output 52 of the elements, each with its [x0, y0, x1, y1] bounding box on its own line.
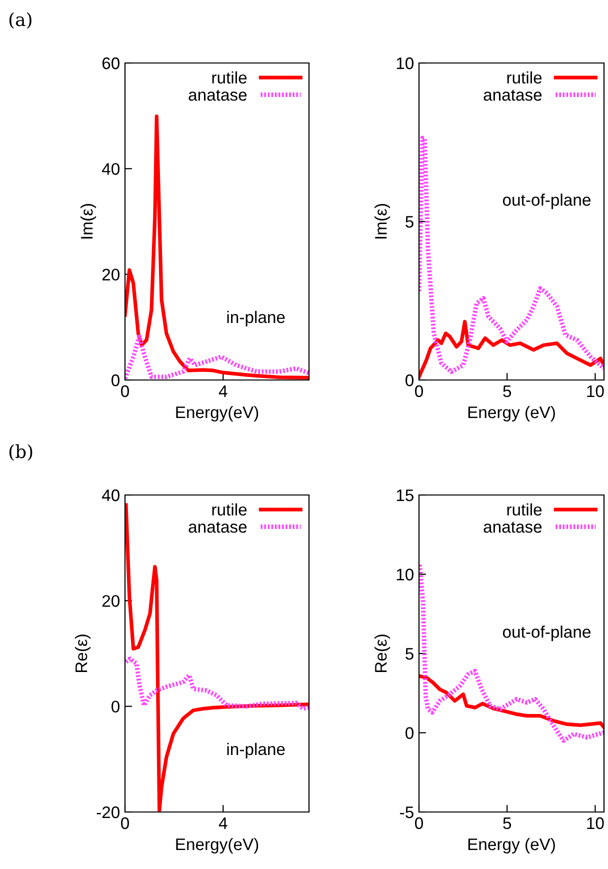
x-tick-label: 10	[587, 817, 604, 830]
y-tick-label: 40	[102, 163, 120, 175]
y-axis-title: Im(ε)	[374, 204, 390, 238]
line-series	[125, 656, 309, 711]
y-tick-label: -20	[96, 806, 120, 818]
line-series	[419, 562, 604, 743]
y-tick-label: 0	[406, 374, 414, 386]
y-axis-title: Re(ε)	[374, 634, 390, 672]
legend-label: rutile	[212, 71, 247, 84]
legend-label: rutile	[507, 503, 542, 516]
x-axis-title: Energy(eV)	[176, 406, 258, 422]
y-tick-label: 0	[406, 727, 414, 739]
y-tick-label: 15	[396, 490, 414, 502]
x-axis-title: Energy (eV)	[468, 838, 555, 854]
legend-label: rutile	[507, 71, 542, 84]
line-series	[419, 674, 604, 730]
legend-label: anatase	[188, 90, 247, 101]
y-tick-label: 60	[102, 57, 120, 70]
y-tick-label: 10	[396, 568, 414, 580]
text: (a)	[9, 12, 32, 29]
legend-label: anatase	[484, 90, 542, 101]
annotation: out-of-plane	[502, 626, 590, 642]
x-axis-title: Energy (eV)	[468, 406, 555, 422]
text: (b)	[9, 444, 32, 461]
y-axis-title: Im(ε)	[80, 204, 96, 238]
x-axis-title: Energy(eV)	[176, 838, 258, 854]
annotation: in-plane	[227, 310, 285, 326]
x-tick-label: 5	[503, 385, 512, 398]
x-tick-label: 4	[218, 385, 228, 397]
y-tick-label: 5	[406, 648, 414, 660]
y-tick-label: 5	[406, 216, 414, 228]
legend-label: anatase	[484, 522, 542, 533]
x-tick-label: 0	[121, 817, 129, 830]
x-tick-label: 5	[503, 817, 512, 830]
x-tick-label: 0	[415, 817, 423, 830]
x-tick-label: 4	[218, 817, 228, 829]
y-tick-label: -5	[400, 806, 414, 818]
y-tick-label: 10	[396, 57, 414, 70]
legend-label: rutile	[212, 503, 247, 516]
annotation: out-of-plane	[502, 194, 590, 210]
x-tick-label: 0	[121, 385, 129, 398]
x-tick-label: 10	[587, 385, 604, 398]
y-tick-label: 0	[112, 374, 120, 386]
y-tick-label: 0	[112, 700, 120, 713]
y-tick-label: 40	[102, 489, 120, 502]
legend-label: anatase	[188, 522, 247, 533]
y-tick-label: 20	[102, 268, 120, 281]
y-axis-title: Re(ε)	[74, 634, 90, 672]
x-tick-label: 0	[415, 385, 423, 398]
annotation: in-plane	[227, 742, 285, 758]
y-tick-label: 20	[102, 595, 120, 607]
line-series	[419, 136, 604, 374]
